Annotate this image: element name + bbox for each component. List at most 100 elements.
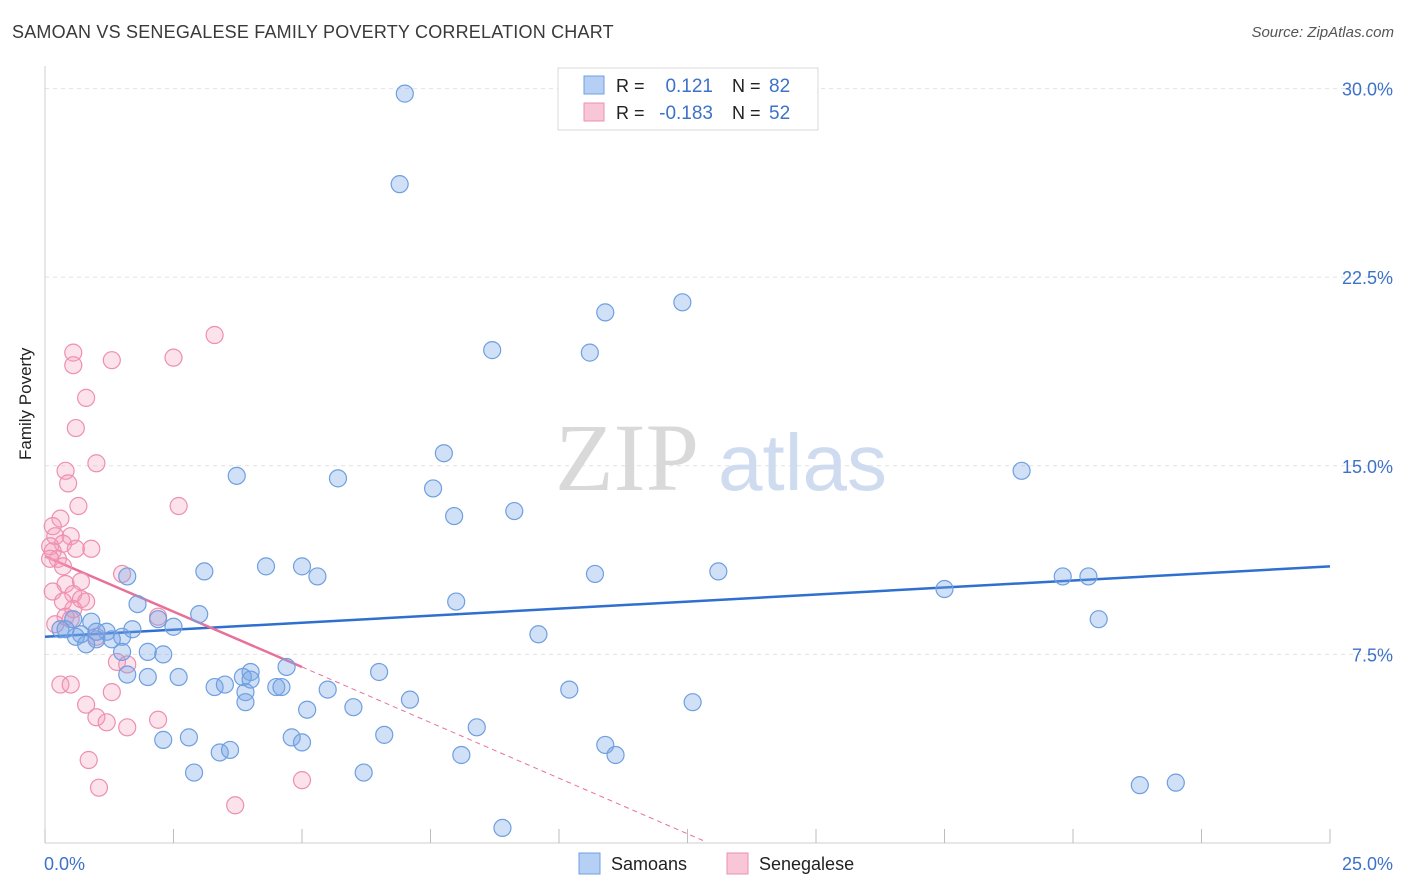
senegalese-point bbox=[77, 695, 96, 714]
legend-n-value-1: 82 bbox=[769, 76, 790, 97]
samoans-point bbox=[195, 562, 214, 581]
samoans-point bbox=[423, 479, 443, 498]
series-legend: Samoans Senegalese bbox=[578, 852, 854, 875]
samoans-point bbox=[318, 680, 337, 699]
samoans-point bbox=[169, 667, 188, 687]
samoans-point bbox=[138, 667, 157, 687]
senegalese-point bbox=[97, 713, 116, 732]
senegalese-point bbox=[102, 683, 121, 702]
samoans-point bbox=[267, 677, 286, 697]
samoans-point bbox=[505, 501, 524, 521]
samoans-point bbox=[328, 469, 348, 488]
senegalese-point bbox=[51, 509, 70, 528]
chart-title: SAMOAN VS SENEGALESE FAMILY POVERTY CORR… bbox=[12, 22, 614, 42]
samoans-point bbox=[560, 680, 579, 699]
senegalese-point bbox=[87, 708, 106, 727]
legend-r-value-1: 0.121 bbox=[665, 76, 713, 97]
samoans-point bbox=[118, 567, 137, 586]
legend-swatch-senegalese bbox=[583, 102, 605, 122]
samoans-point bbox=[154, 730, 173, 749]
samoans-point bbox=[709, 562, 728, 581]
correlation-legend: R = 0.121 N = 82 R = -0.183 N = 52 bbox=[557, 67, 819, 131]
senegalese-point bbox=[292, 771, 312, 790]
samoans-point bbox=[148, 610, 168, 629]
samoans-point bbox=[447, 592, 466, 611]
legend-bottom-senegalese: Senegalese bbox=[759, 854, 854, 874]
legend-n-label-1: N = bbox=[732, 76, 761, 96]
samoans-point bbox=[77, 635, 96, 654]
axes bbox=[44, 66, 1331, 844]
senegalese-point bbox=[112, 564, 132, 584]
samoans-point bbox=[87, 630, 106, 649]
samoans-point bbox=[1089, 610, 1108, 629]
x-tick-label-max: 25.0% bbox=[1342, 854, 1393, 874]
samoans-point bbox=[370, 662, 389, 682]
samoans-point bbox=[102, 630, 121, 649]
trend-lines bbox=[44, 555, 1331, 841]
samoans-point bbox=[292, 557, 312, 576]
samoans-point bbox=[87, 622, 106, 641]
samoans-point bbox=[935, 579, 954, 599]
senegalese-point bbox=[164, 348, 183, 367]
legend-bottom-swatch-senegalese bbox=[726, 852, 749, 875]
samoans-point bbox=[452, 745, 471, 765]
samoans-point bbox=[118, 665, 137, 684]
y-tick-label: 30.0% bbox=[1342, 80, 1393, 100]
senegalese-point bbox=[64, 356, 83, 375]
samoans-point bbox=[277, 657, 296, 677]
senegalese-point bbox=[71, 589, 91, 609]
samoans-point bbox=[292, 733, 312, 752]
samoans-point bbox=[215, 675, 234, 694]
samoans-point bbox=[1166, 773, 1185, 792]
watermark-zip: ZIP bbox=[555, 404, 699, 511]
samoans-trend-line bbox=[44, 565, 1331, 639]
samoans-point bbox=[164, 617, 183, 636]
watermark-atlas: atlas bbox=[718, 418, 887, 507]
samoans-point bbox=[596, 303, 615, 322]
samoans-point bbox=[298, 700, 317, 719]
samoans-point bbox=[1012, 461, 1031, 480]
y-tick-label: 7.5% bbox=[1352, 645, 1393, 665]
samoans-point bbox=[64, 610, 83, 629]
tick-labels: 7.5% 15.0% 22.5% 30.0% 0.0% 25.0% bbox=[44, 80, 1393, 874]
samoans-point bbox=[82, 612, 101, 631]
y-tick-label: 15.0% bbox=[1342, 457, 1393, 477]
legend-r-label-1: R = bbox=[616, 76, 645, 96]
samoans-point bbox=[56, 620, 75, 639]
senegalese-point bbox=[64, 343, 83, 362]
legend-bottom-samoans: Samoans bbox=[611, 854, 687, 874]
legend-r-label-2: R = bbox=[616, 103, 645, 123]
samoans-point bbox=[123, 620, 142, 639]
senegalese-trend-line bbox=[44, 555, 303, 669]
watermark: ZIP atlas bbox=[555, 404, 887, 511]
samoans-point bbox=[184, 763, 204, 782]
samoans-point bbox=[585, 564, 605, 584]
samoans-point bbox=[241, 670, 260, 689]
x-tick-label-min: 0.0% bbox=[44, 854, 85, 874]
samoans-point bbox=[344, 698, 363, 717]
senegalese-point bbox=[66, 539, 85, 558]
legend-n-label-2: N = bbox=[732, 103, 761, 123]
gridlines bbox=[45, 88, 1392, 655]
senegalese-point bbox=[53, 592, 73, 611]
samoans-point bbox=[128, 594, 147, 614]
senegalese-point bbox=[102, 351, 121, 370]
senegalese-point bbox=[148, 710, 168, 729]
legend-bottom-swatch-samoans bbox=[578, 852, 601, 875]
samoans-point bbox=[51, 620, 70, 639]
samoans-point bbox=[390, 175, 409, 194]
senegalese-point bbox=[59, 474, 78, 493]
samoans-point bbox=[272, 677, 291, 697]
samoans-point bbox=[467, 718, 486, 737]
samoans-point bbox=[493, 818, 512, 838]
samoans-point bbox=[483, 341, 502, 360]
senegalese-point bbox=[226, 796, 245, 815]
samoans-point bbox=[66, 627, 85, 646]
samoans-point bbox=[308, 567, 327, 586]
senegalese-point bbox=[169, 496, 188, 516]
samoans-point bbox=[683, 693, 702, 712]
samoans-point bbox=[400, 690, 420, 709]
samoans-point bbox=[227, 466, 246, 485]
senegalese-point bbox=[205, 325, 224, 345]
